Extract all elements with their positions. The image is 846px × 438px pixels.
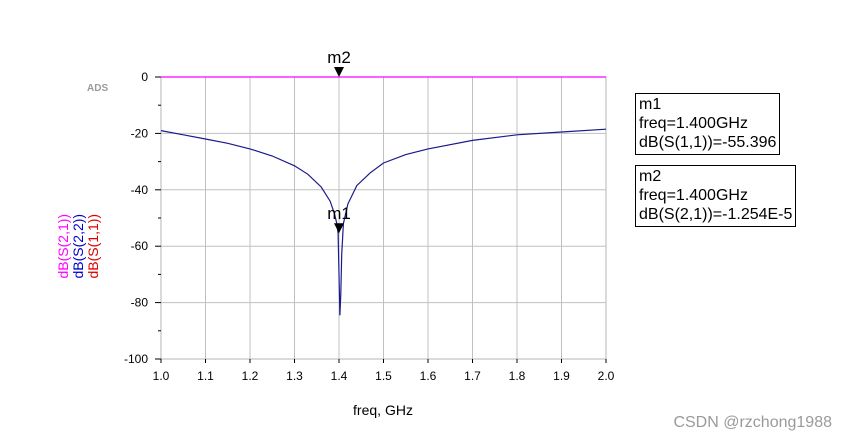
chart-markers: m1 m2 (327, 48, 351, 234)
x-tick-label: 1.3 (286, 369, 303, 383)
x-tick-label: 2.0 (598, 369, 615, 383)
y-axis-label-2: dB(S(1,1)) (85, 214, 101, 279)
x-tick-label: 1.4 (331, 369, 348, 383)
marker-box-m2-value: dB(S(2,1))=-1.254E-5 (639, 206, 793, 223)
marker-box-m2-title: m2 (639, 168, 662, 185)
y-axis-label-0: dB(S(2,1)) (55, 214, 71, 279)
marker-label-m2: m2 (327, 48, 351, 67)
marker-triangle-m2 (334, 67, 344, 77)
y-tick-label: -100 (124, 352, 148, 366)
marker-box-m1-value: dB(S(1,1))=-55.396 (639, 134, 777, 151)
ads-brand-label: ADS (87, 83, 108, 94)
marker-box-m1-freq: freq=1.400GHz (639, 115, 748, 132)
x-tick-label: 1.7 (464, 369, 481, 383)
y-tick-label: -40 (131, 183, 149, 197)
x-tick-label: 1.8 (509, 369, 526, 383)
x-tick-label: 1.1 (197, 369, 214, 383)
marker-triangle-m1 (334, 223, 344, 234)
series-line-1 (160, 128, 607, 316)
chart-series (160, 76, 607, 316)
x-axis-label: freq, GHz (353, 402, 413, 418)
x-tick-label: 1.6 (420, 369, 437, 383)
chart-grid (160, 76, 607, 360)
y-tick-label: 0 (141, 70, 148, 84)
x-tick-label: 1.2 (242, 369, 259, 383)
x-tick-label: 1.5 (375, 369, 392, 383)
x-tick-label: 1.0 (153, 369, 170, 383)
y-axis-label-1: dB(S(2,2)) (70, 214, 86, 279)
y-tick-label: -60 (131, 239, 149, 253)
marker-box-m2-freq: freq=1.400GHz (639, 187, 748, 204)
x-tick-label: 1.9 (553, 369, 570, 383)
chart-ticks: 1.0 1.1 1.2 1.3 1.4 1.5 1.6 1.7 1.8 1.9 2.0 0 -20 -40… (124, 70, 615, 383)
marker-box-m1: m1 freq=1.400GHz dB(S(1,1))=-55.396 (635, 93, 781, 155)
y-tick-label: -80 (131, 296, 149, 310)
watermark: CSDN @rzchong1988 (673, 414, 832, 431)
marker-label-m1: m1 (327, 204, 351, 223)
marker-box-m1-title: m1 (639, 96, 662, 113)
marker-box-m2: m2 freq=1.400GHz dB(S(2,1))=-1.254E-5 (635, 165, 797, 227)
chart-labels: dB(S(2,1)) dB(S(2,2)) dB(S(1,1)) (55, 214, 101, 279)
y-tick-label: -20 (131, 126, 149, 140)
